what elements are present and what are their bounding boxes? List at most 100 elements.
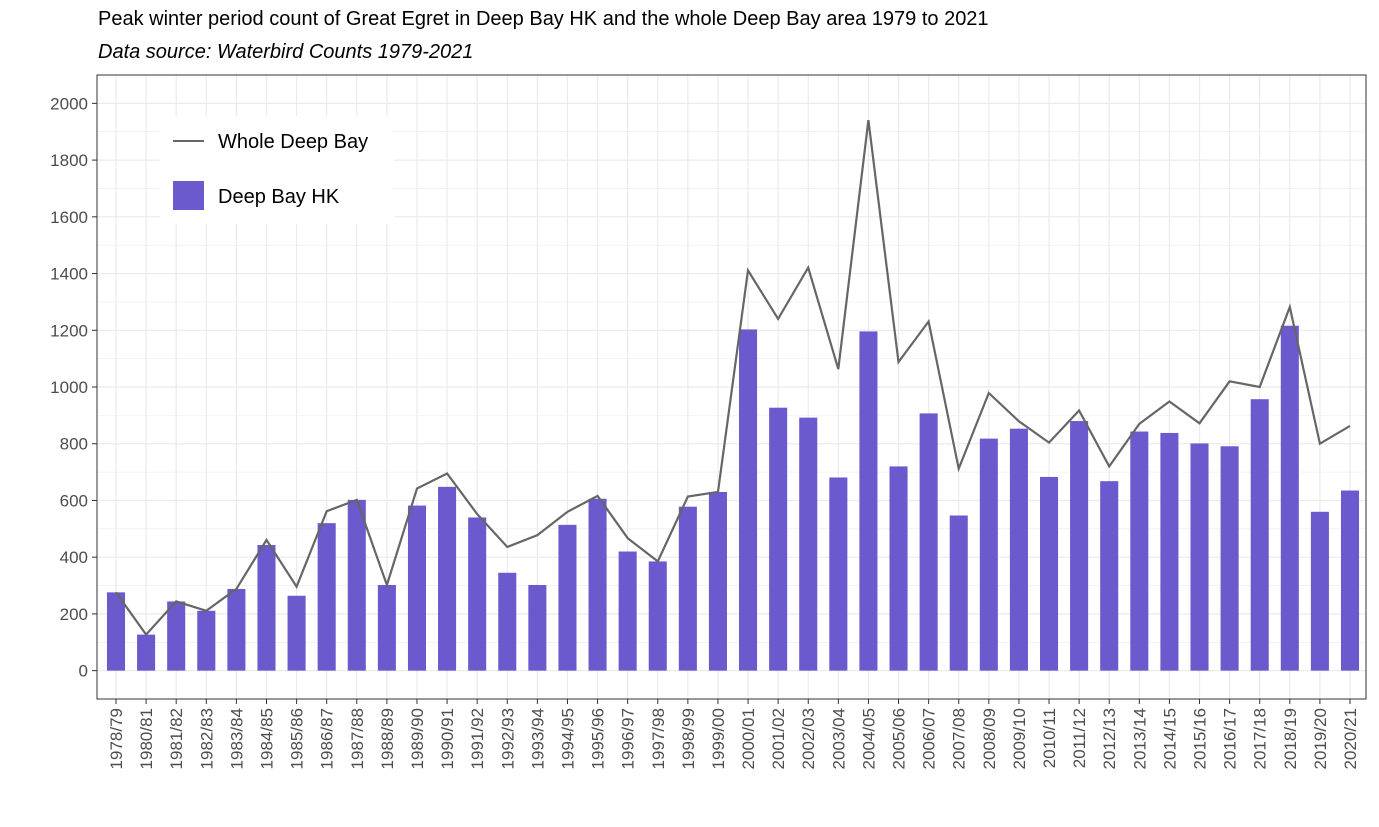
x-tick-label: 2014/15 (1160, 708, 1179, 769)
bar-deep-bay-hk-2003-04 (829, 477, 848, 671)
x-tick-label: 2004/05 (859, 708, 878, 769)
x-axis: 1978/79 1980/81 1981/82 1982/83 1983/84 1984/… (107, 699, 1360, 769)
bar-deep-bay-hk-1988-89 (377, 584, 396, 671)
bar-deep-bay-hk-2013-14 (1130, 431, 1149, 671)
legend-label-deep-bay-hk: Deep Bay HK (218, 186, 340, 208)
x-tick-label: 1983/84 (227, 708, 246, 769)
x-tick-label: 2006/07 (920, 708, 939, 769)
bar-deep-bay-hk-2017-18 (1250, 399, 1269, 671)
bar-deep-bay-hk-1987-88 (347, 499, 366, 671)
x-tick-label: 2019/20 (1311, 708, 1330, 769)
x-tick-label: 2002/03 (799, 708, 818, 769)
y-tick-label: 2000 (50, 94, 88, 113)
x-tick-label: 1996/97 (619, 708, 638, 769)
bar-deep-bay-hk-2020-21 (1340, 490, 1360, 671)
x-tick-label: 2010/11 (1040, 708, 1059, 768)
bar-deep-bay-hk-2014-15 (1160, 432, 1179, 671)
bar-deep-bay-hk-2006-07 (919, 413, 938, 671)
y-tick-label: 1600 (50, 208, 88, 227)
bar-deep-bay-hk-2016-17 (1220, 446, 1239, 671)
bar-deep-bay-hk-1980-81 (137, 634, 156, 671)
x-tick-label: 1998/99 (679, 708, 698, 769)
x-tick-label: 1994/95 (559, 708, 578, 769)
y-tick-label: 1800 (50, 151, 88, 170)
bar-deep-bay-hk-1999-00 (708, 491, 727, 671)
x-tick-label: 1999/00 (709, 708, 728, 769)
x-tick-label: 1997/98 (649, 708, 668, 769)
bar-deep-bay-hk-2019-20 (1310, 511, 1329, 671)
x-tick-label: 1993/94 (528, 708, 547, 769)
bar-deep-bay-hk-1989-90 (407, 505, 427, 671)
line-layer (115, 119, 1351, 637)
x-tick-label: 2018/19 (1281, 708, 1300, 769)
bar-deep-bay-hk-2011-12 (1070, 421, 1089, 671)
bars-layer (106, 325, 1360, 671)
x-tick-label: 1988/89 (378, 708, 397, 769)
y-tick-label: 800 (60, 435, 88, 454)
line-whole-deep-bay (115, 119, 1351, 637)
x-tick-label: 2003/04 (829, 708, 848, 769)
x-tick-label: 1985/86 (288, 708, 307, 769)
x-tick-label: 1990/91 (438, 708, 457, 769)
bar-deep-bay-hk-2009-10 (1009, 428, 1028, 671)
y-tick-label: 0 (79, 662, 88, 681)
x-tick-label: 1986/87 (318, 708, 337, 769)
y-tick-label: 200 (60, 605, 88, 624)
legend-label-whole-deep-bay: Whole Deep Bay (218, 131, 368, 153)
x-tick-label: 1987/88 (348, 708, 367, 769)
x-tick-label: 1978/79 (107, 708, 126, 769)
x-tick-label: 2011/12 (1070, 708, 1089, 768)
x-tick-label: 1991/92 (468, 708, 487, 769)
y-tick-label: 1000 (50, 378, 88, 397)
y-tick-label: 1200 (50, 321, 88, 340)
bar-deep-bay-hk-2008-09 (979, 438, 998, 671)
x-tick-label: 2009/10 (1010, 708, 1029, 769)
bar-deep-bay-hk-1995-96 (588, 498, 607, 671)
bar-deep-bay-hk-1985-86 (287, 595, 306, 671)
bar-deep-bay-hk-2010-11 (1039, 476, 1059, 671)
x-tick-label: 2013/14 (1130, 708, 1149, 769)
bar-deep-bay-hk-1996-97 (618, 551, 637, 671)
bar-deep-bay-hk-2018-19 (1280, 325, 1299, 671)
x-tick-label: 1981/82 (167, 708, 186, 769)
x-tick-label: 2012/13 (1100, 708, 1119, 769)
bar-deep-bay-hk-1981-82 (167, 601, 186, 671)
y-axis: 0 200 400 600 800 1000 1200 1400 1600 1800 2000 (50, 94, 97, 681)
bar-deep-bay-hk-1990-91 (438, 486, 457, 671)
chart-title: Peak winter period count of Great Egret … (98, 8, 989, 30)
bar-deep-bay-hk-1994-95 (558, 524, 577, 671)
y-tick-label: 600 (60, 491, 88, 510)
bar-deep-bay-hk-1978-79 (106, 592, 126, 671)
bar-deep-bay-hk-1983-84 (227, 588, 246, 671)
bar-deep-bay-hk-2005-06 (889, 466, 908, 671)
legend-bar-swatch (173, 181, 204, 210)
bar-deep-bay-hk-1991-92 (468, 517, 487, 671)
x-tick-label: 2001/02 (769, 708, 788, 769)
x-tick-label: 1982/83 (197, 708, 216, 769)
bar-deep-bay-hk-1993-94 (528, 584, 547, 671)
bar-deep-bay-hk-1984-85 (257, 544, 276, 671)
bar-deep-bay-hk-2002-03 (799, 417, 818, 671)
x-tick-label: 2016/17 (1221, 708, 1240, 769)
bar-deep-bay-hk-2001-02 (769, 407, 788, 671)
chart-subtitle: Data source: Waterbird Counts 1979-2021 (98, 41, 474, 63)
x-tick-label: 2005/06 (890, 708, 909, 769)
bar-deep-bay-hk-2015-16 (1190, 443, 1209, 671)
x-tick-label: 2020/21 (1341, 708, 1360, 769)
bar-deep-bay-hk-2007-08 (949, 515, 968, 671)
y-tick-label: 400 (60, 548, 88, 567)
x-tick-label: 2007/08 (950, 708, 969, 769)
x-tick-label: 2015/16 (1191, 708, 1210, 769)
bar-deep-bay-hk-2004-05 (859, 331, 878, 671)
bar-deep-bay-hk-2012-13 (1100, 481, 1119, 671)
x-tick-label: 1995/96 (589, 708, 608, 769)
bar-deep-bay-hk-1986-87 (317, 523, 336, 671)
x-tick-label: 1980/81 (137, 708, 156, 769)
bar-deep-bay-hk-2000-01 (739, 329, 758, 671)
bar-deep-bay-hk-1997-98 (648, 561, 667, 671)
legend: Whole Deep Bay Deep Bay HK (160, 116, 394, 224)
bar-deep-bay-hk-1982-83 (197, 610, 216, 671)
x-tick-label: 2008/09 (980, 708, 999, 769)
x-tick-label: 1984/85 (258, 708, 277, 769)
